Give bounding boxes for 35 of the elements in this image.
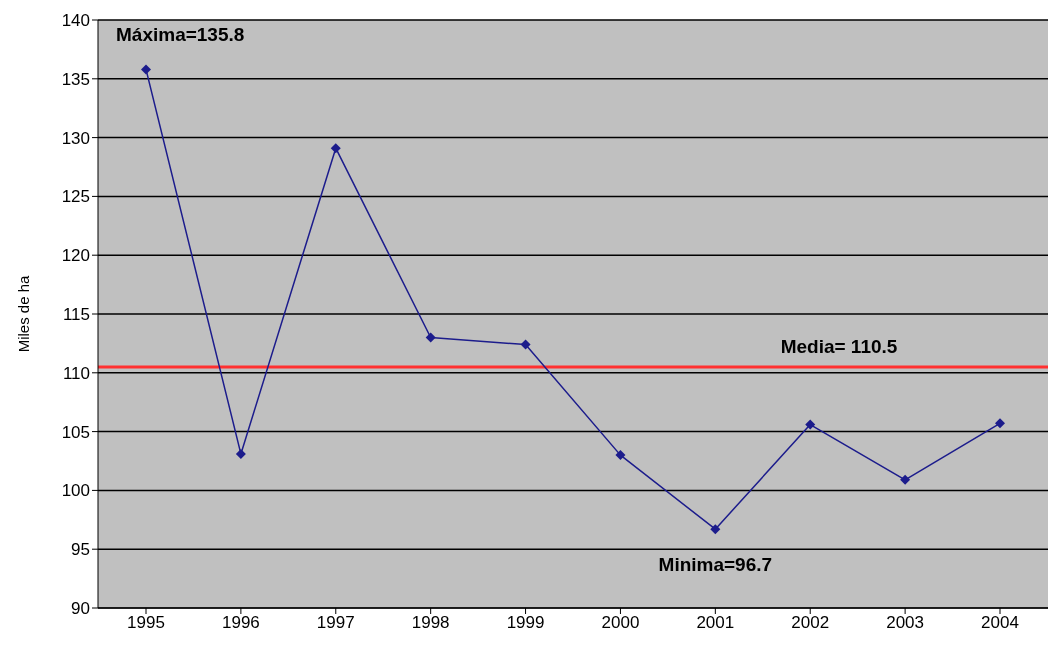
y-tick-label: 120	[61, 246, 90, 266]
y-tick-label: 90	[71, 599, 90, 619]
point	[995, 418, 1005, 429]
point	[141, 64, 151, 75]
point	[900, 474, 911, 485]
point	[805, 419, 816, 430]
annotation: Máxima=135.8	[116, 24, 245, 46]
point	[235, 448, 246, 459]
y-tick-label: 115	[62, 305, 90, 325]
x-tick-label: 2000	[601, 613, 640, 633]
y-tick-label: 140	[61, 11, 90, 31]
x-tick-label: 1998	[411, 613, 450, 633]
x-tick-label: 2002	[791, 613, 830, 633]
x-tick-label: 2001	[696, 613, 735, 633]
y-tick-label: 100	[61, 481, 90, 501]
point	[615, 450, 626, 461]
point	[425, 332, 436, 343]
y-tick-label: 125	[61, 187, 90, 207]
y-tick-label: 105	[61, 422, 90, 442]
y-axis-title: Miles de ha	[15, 275, 33, 353]
ref-line-label: Media= 110.5	[780, 335, 898, 357]
x-tick-label: 2004	[981, 613, 1019, 633]
x-tick-label: 2003	[886, 613, 925, 633]
x-tick-label: 1997	[316, 613, 355, 633]
x-tick-label: 1995	[127, 613, 165, 633]
x-tick-label: 1999	[506, 613, 545, 633]
point	[710, 524, 721, 535]
y-tick-label: 135	[61, 69, 90, 89]
y-tick-label: 110	[62, 363, 90, 383]
point	[330, 143, 341, 154]
y-tick-label: 130	[61, 128, 90, 148]
point	[520, 339, 531, 350]
annotation: Minima=96.7	[658, 554, 773, 576]
y-tick-label: 95	[71, 540, 90, 560]
x-tick-label: 1996	[221, 613, 260, 633]
